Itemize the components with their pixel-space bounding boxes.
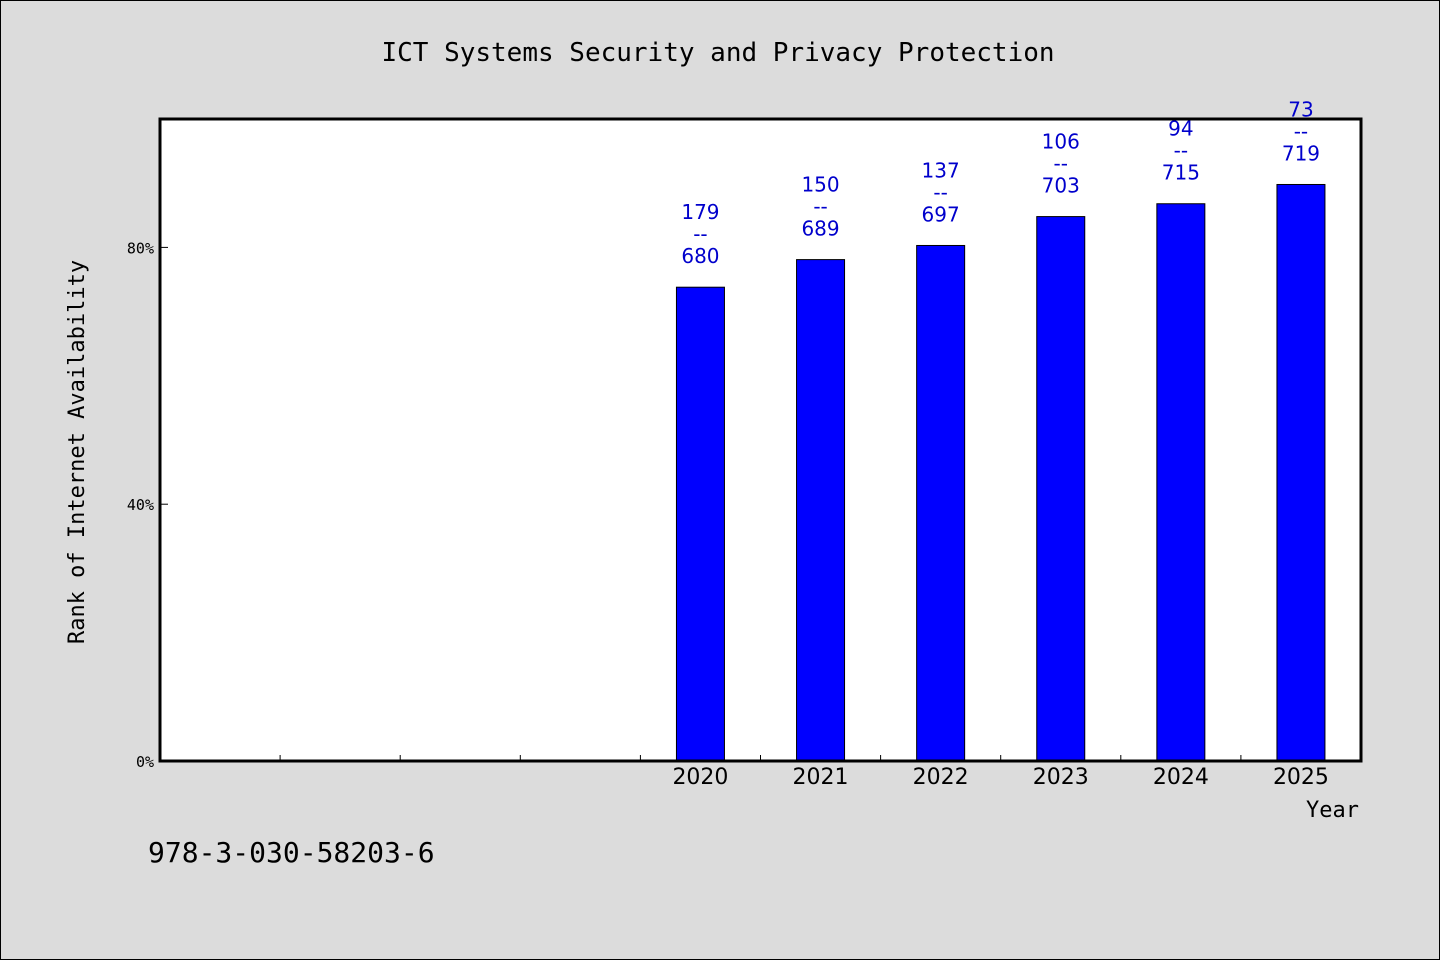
y-axis-label: Rank of Internet Availability (65, 260, 90, 644)
bar-2021 (796, 259, 846, 762)
chart-title: ICT Systems Security and Privacy Protect… (381, 38, 1054, 68)
data-label-top: 150 (801, 173, 839, 197)
data-label-separator: -- (1054, 152, 1068, 176)
data-label-separator: -- (693, 222, 707, 246)
plot-border (158, 117, 1363, 763)
bar-2023 (1036, 216, 1086, 762)
data-label-top: 179 (681, 200, 719, 224)
data-label-bottom: 697 (922, 202, 960, 226)
data-label-bottom: 689 (801, 217, 839, 241)
x-tick-label: 2021 (793, 765, 849, 790)
data-label-bottom: 703 (1042, 174, 1080, 198)
bar-2020 (675, 286, 725, 762)
y-tick-label: 0% (136, 753, 154, 771)
ticks-layer: 0% 40% 80% (127, 239, 1242, 771)
bars-layer (675, 183, 1326, 762)
y-tick-label: 80% (127, 239, 154, 257)
x-axis-label: Year (1306, 798, 1359, 823)
x-tick-label: 2020 (672, 765, 728, 790)
data-labels-layer: 2020179--6802021150--6892022137--6972023… (672, 97, 1328, 790)
data-label-bottom: 680 (681, 244, 719, 268)
bar-2024 (1156, 203, 1206, 762)
x-tick-label: 2022 (913, 765, 969, 790)
y-tick-label: 40% (127, 496, 154, 514)
data-label-top: 73 (1288, 97, 1313, 121)
data-label-separator: -- (933, 180, 947, 204)
data-label-bottom: 715 (1162, 161, 1200, 185)
data-label-bottom: 719 (1282, 141, 1320, 165)
x-tick-label: 2025 (1273, 765, 1329, 790)
data-label-top: 106 (1042, 130, 1080, 154)
data-label-top: 137 (922, 158, 960, 182)
x-tick-label: 2023 (1033, 765, 1089, 790)
bar-2025 (1276, 183, 1326, 762)
data-label-separator: -- (813, 195, 827, 219)
bar-2022 (916, 244, 966, 762)
data-label-separator: -- (1294, 119, 1308, 143)
x-tick-label: 2024 (1153, 765, 1209, 790)
data-label-top: 94 (1168, 117, 1193, 141)
data-label-separator: -- (1174, 139, 1188, 163)
isbn-footer: 978-3-030-58203-6 (148, 836, 435, 869)
